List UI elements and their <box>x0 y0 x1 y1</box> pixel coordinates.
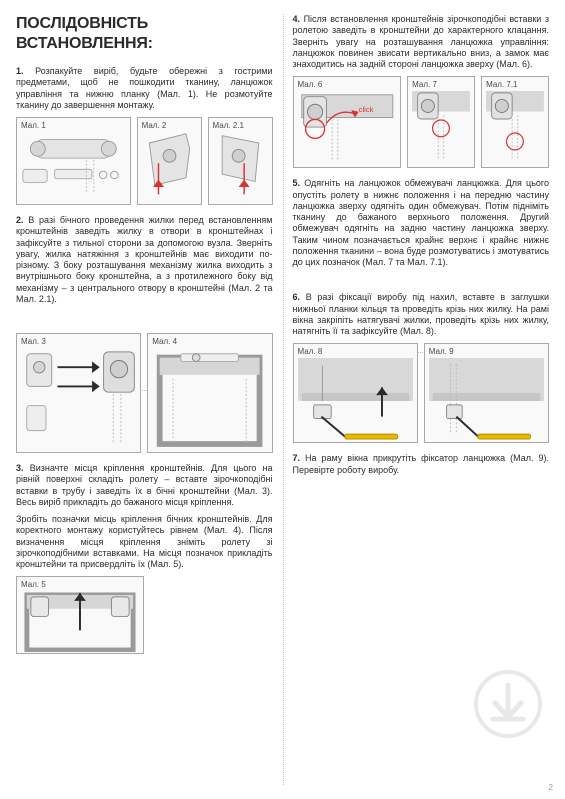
step-5-text: 5. Одягніть на ланцюжок обмежувачі ланцю… <box>293 178 550 268</box>
left-column: ПОСЛІДОВНІСТЬ ВСТАНОВЛЕННЯ: 1. Розпакуйт… <box>16 14 283 787</box>
step-7-text: 7. На раму вікна прикрутіть фіксатор лан… <box>293 453 550 476</box>
illustration-7-1 <box>486 91 544 162</box>
figure-label: Мал. 9 <box>429 347 454 357</box>
figure-7-1: Мал. 7.1 <box>481 76 549 168</box>
figure-7: Мал. 7 <box>407 76 475 168</box>
step-3-text: 3. Визначте місця кріплення кронштейнів.… <box>16 463 273 508</box>
figure-8: Мал. 8 <box>293 343 418 443</box>
illustration-1 <box>21 132 126 197</box>
figure-label: Мал. 4 <box>152 337 177 347</box>
illustration-6: click <box>298 91 397 163</box>
fig-row-5: Мал. 8 Мал. 9 <box>293 343 550 443</box>
figure-2: Мал. 2 <box>137 117 202 205</box>
page-title: ПОСЛІДОВНІСТЬ ВСТАНОВЛЕННЯ: <box>16 14 273 54</box>
figure-9: Мал. 9 <box>424 343 549 443</box>
illustration-9 <box>429 358 544 440</box>
figure-label: Мал. 5 <box>21 580 46 590</box>
step-6-text: 6. В разі фіксації виробу під нахил, вст… <box>293 292 550 337</box>
figure-1: Мал. 1 <box>16 117 131 205</box>
figure-2-1: Мал. 2.1 <box>208 117 273 205</box>
figure-label: Мал. 8 <box>298 347 323 357</box>
illustration-3 <box>21 348 136 448</box>
illustration-2 <box>142 132 197 196</box>
fig-row-4: Мал. 6 click Мал. 7 <box>293 76 550 168</box>
figure-label: Мал. 3 <box>21 337 46 347</box>
illustration-7 <box>412 91 470 162</box>
fig-row-3: Мал. 5 <box>16 576 273 654</box>
figure-4: Мал. 4 <box>147 333 272 453</box>
illustration-5 <box>21 591 139 652</box>
figure-5: Мал. 5 <box>16 576 144 654</box>
figure-label: Мал. 7 <box>412 80 437 90</box>
figure-6: Мал. 6 click <box>293 76 402 168</box>
step-4-text: 4. Після встановлення кронштейнів зірочк… <box>293 14 550 70</box>
svg-text:click: click <box>358 105 373 114</box>
illustration-8 <box>298 358 413 440</box>
watermark-icon <box>473 669 543 739</box>
fig-row-2: Мал. 3 <box>16 333 273 453</box>
step-1-text: 1. Розпакуйте виріб, будьте обережні з г… <box>16 66 273 111</box>
fig-row-1: Мал. 1 Мал. 2 <box>16 117 273 205</box>
figure-label: Мал. 2 <box>142 121 167 131</box>
figure-3: Мал. 3 <box>16 333 141 453</box>
figure-label: Мал. 6 <box>298 80 323 90</box>
figure-label: Мал. 2.1 <box>213 121 244 131</box>
illustration-2-1 <box>213 132 268 196</box>
step-2-text: 2. В разі бічного проведення жилки перед… <box>16 215 273 305</box>
page-number: 2 <box>549 783 553 793</box>
illustration-4 <box>152 348 267 448</box>
figure-label: Мал. 7.1 <box>486 80 517 90</box>
figure-label: Мал. 1 <box>21 121 46 131</box>
step-3b-text: Зробіть позначки місць кріплення бічних … <box>16 514 273 570</box>
